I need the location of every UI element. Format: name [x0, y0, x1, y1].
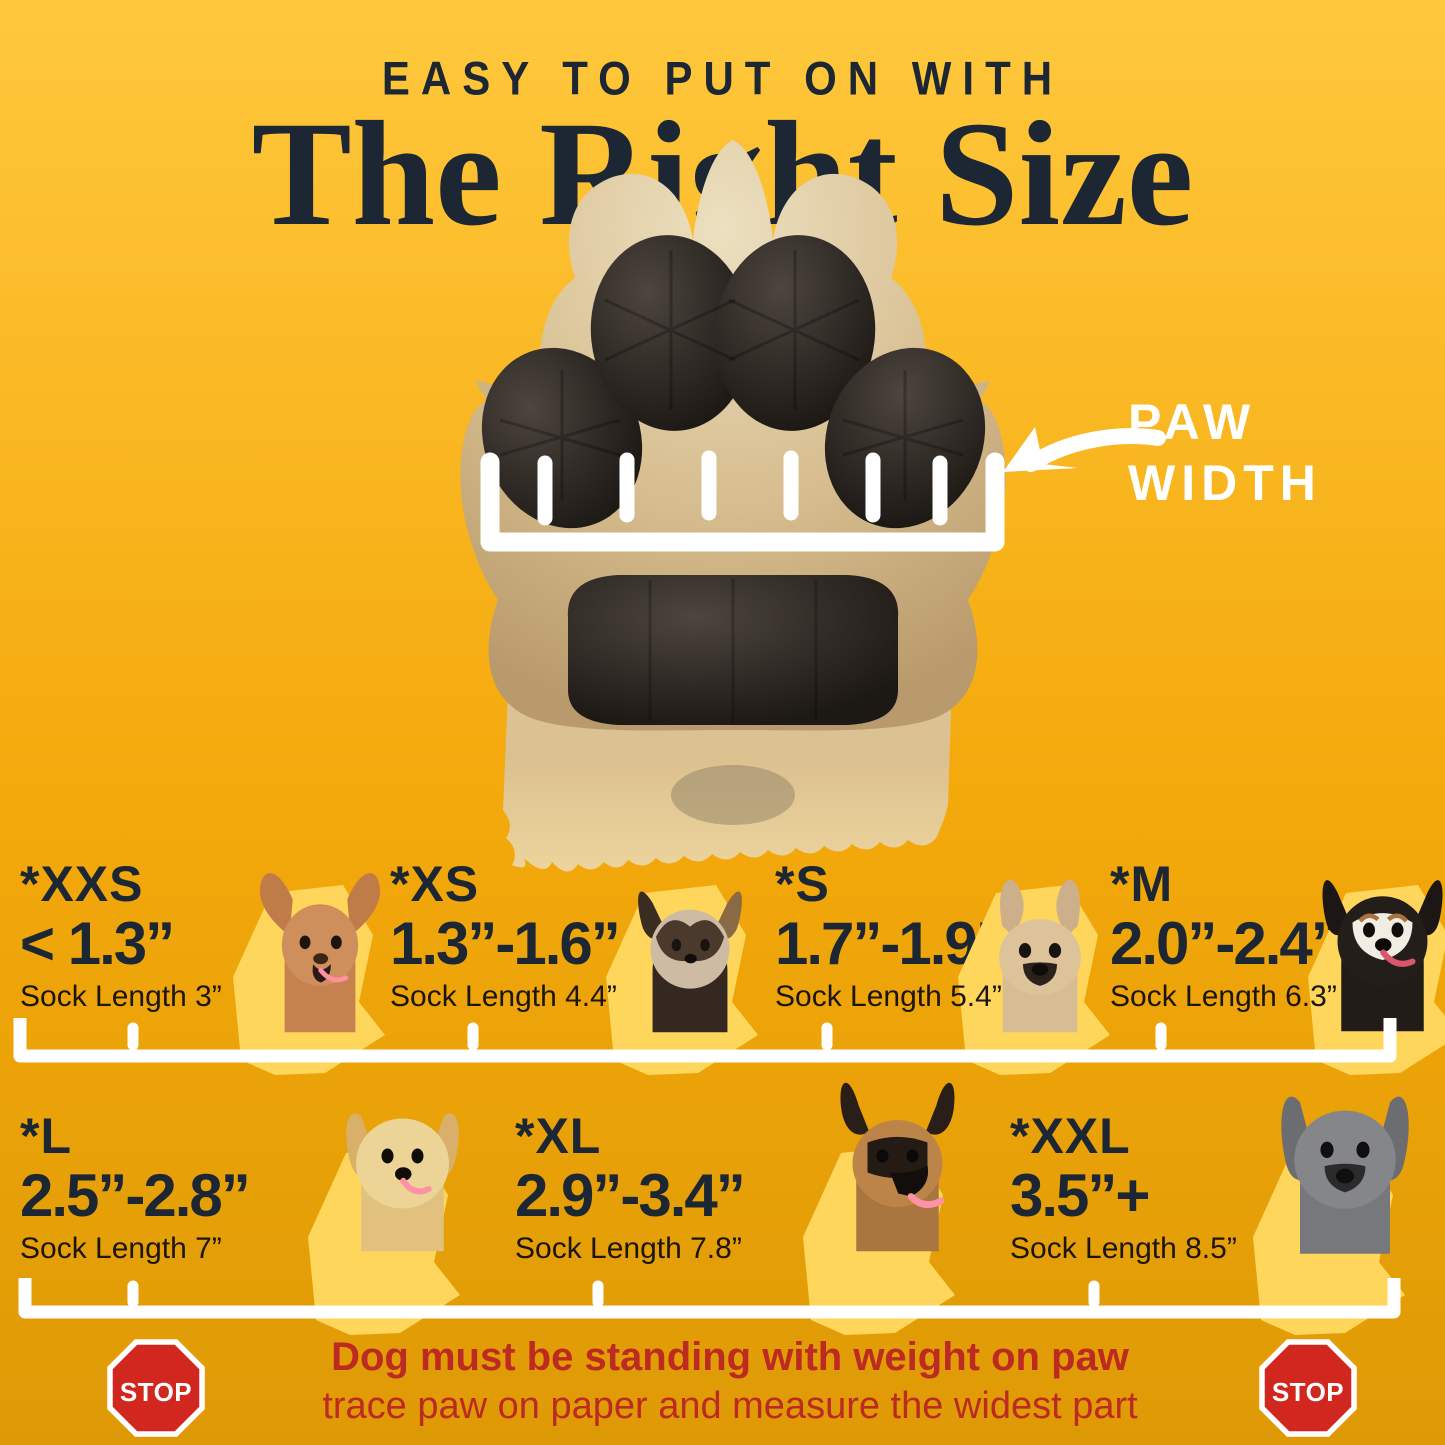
- svg-text:STOP: STOP: [1272, 1377, 1344, 1407]
- svg-text:STOP: STOP: [120, 1377, 192, 1407]
